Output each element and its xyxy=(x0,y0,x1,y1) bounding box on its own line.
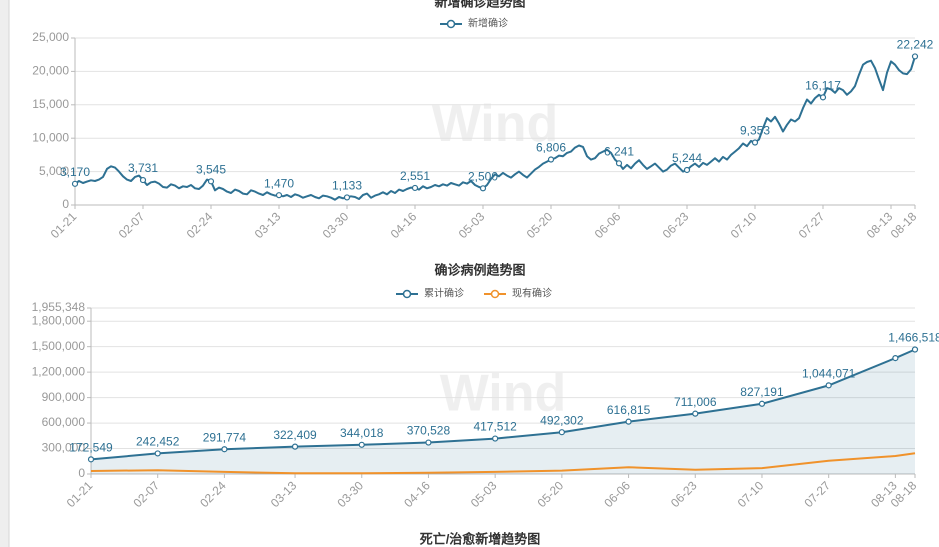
point-marker xyxy=(221,446,228,453)
line xyxy=(90,452,916,475)
data-label: 322,409 xyxy=(273,428,317,442)
data-label: 16,117 xyxy=(805,79,841,93)
data-label: 1,044,071 xyxy=(802,367,856,381)
data-label: 417,512 xyxy=(473,420,517,434)
area xyxy=(91,349,915,474)
point-marker xyxy=(425,439,432,446)
point-marker xyxy=(825,382,832,389)
data-label: 3,170 xyxy=(60,165,90,179)
point-marker xyxy=(892,355,899,362)
data-label: 492,302 xyxy=(540,413,584,427)
data-label: 5,244 xyxy=(672,151,702,165)
data-label: 22,242 xyxy=(897,38,934,52)
data-label: 172,549 xyxy=(69,441,113,455)
legend-marker xyxy=(402,289,412,299)
point-marker xyxy=(275,192,283,199)
data-label: 242,452 xyxy=(136,435,180,449)
data-label: 2,500 xyxy=(468,169,498,183)
y-tick-label: 5,000 xyxy=(39,164,69,178)
legend-marker xyxy=(490,289,500,299)
y-tick-label: 1,955,348 xyxy=(32,300,86,314)
y-tick-label: 10,000 xyxy=(32,130,69,144)
y-tick-label: 1,500,000 xyxy=(32,339,86,353)
line xyxy=(74,56,916,201)
y-tick-label: 1,200,000 xyxy=(32,364,86,378)
point-marker xyxy=(692,410,699,417)
point-marker xyxy=(87,456,95,463)
data-label: 370,528 xyxy=(407,424,451,438)
y-tick-label: 600,000 xyxy=(42,415,86,429)
y-tick-label: 900,000 xyxy=(42,390,86,404)
point-marker xyxy=(154,450,161,457)
point-marker xyxy=(492,435,499,442)
point-marker xyxy=(291,443,299,450)
data-label: 616,815 xyxy=(607,403,651,417)
point-marker xyxy=(479,185,487,192)
watermark: Wind xyxy=(440,365,567,423)
legend-label: 累计确诊 xyxy=(424,287,464,300)
point-marker xyxy=(683,166,691,174)
point-marker xyxy=(139,176,147,184)
point-marker xyxy=(625,418,632,425)
y-tick-label: 25,000 xyxy=(32,30,69,44)
legend-label: 新增确诊 xyxy=(468,17,508,30)
y-tick-label: 300,000 xyxy=(42,441,86,455)
data-label: 6,806 xyxy=(536,141,566,155)
point-marker xyxy=(207,178,215,185)
data-label: 3,545 xyxy=(196,162,226,176)
data-label: 711,006 xyxy=(674,395,717,409)
data-label: 6,241 xyxy=(604,144,634,158)
y-tick-label: 0 xyxy=(62,197,69,211)
data-label: 1,133 xyxy=(332,179,362,193)
point-marker xyxy=(411,184,419,192)
side-strip xyxy=(0,0,9,547)
point-marker xyxy=(751,139,759,146)
chart-title: 死亡/治愈新增趋势图 xyxy=(420,531,541,546)
point-marker xyxy=(547,156,555,163)
legend-marker xyxy=(446,19,456,29)
y-tick-label: 15,000 xyxy=(32,97,69,111)
data-label: 9,353 xyxy=(740,124,770,138)
data-label: 3,731 xyxy=(128,161,158,175)
point-marker xyxy=(758,400,766,407)
data-label: 827,191 xyxy=(740,385,784,399)
point-marker xyxy=(911,53,919,60)
point-marker xyxy=(819,94,827,101)
point-marker xyxy=(558,429,565,436)
data-label: 291,774 xyxy=(203,430,247,444)
line xyxy=(90,348,916,461)
legend-label: 现有确诊 xyxy=(512,287,552,300)
y-tick-label: 1,800,000 xyxy=(32,313,86,327)
point-marker xyxy=(615,160,623,167)
point-marker xyxy=(358,441,365,448)
point-marker xyxy=(911,346,919,353)
y-tick-label: 0 xyxy=(78,466,85,480)
y-tick-label: 20,000 xyxy=(32,64,69,78)
chart-title: 确诊病例趋势图 xyxy=(434,262,525,277)
chart-title: 新增确诊趋势图 xyxy=(434,0,525,9)
point-marker xyxy=(71,180,79,187)
data-label: 2,551 xyxy=(400,169,430,183)
data-label: 1,466,518 xyxy=(888,331,939,345)
point-marker xyxy=(343,194,351,201)
data-label: 1,470 xyxy=(264,176,294,190)
data-label: 344,018 xyxy=(340,426,384,440)
